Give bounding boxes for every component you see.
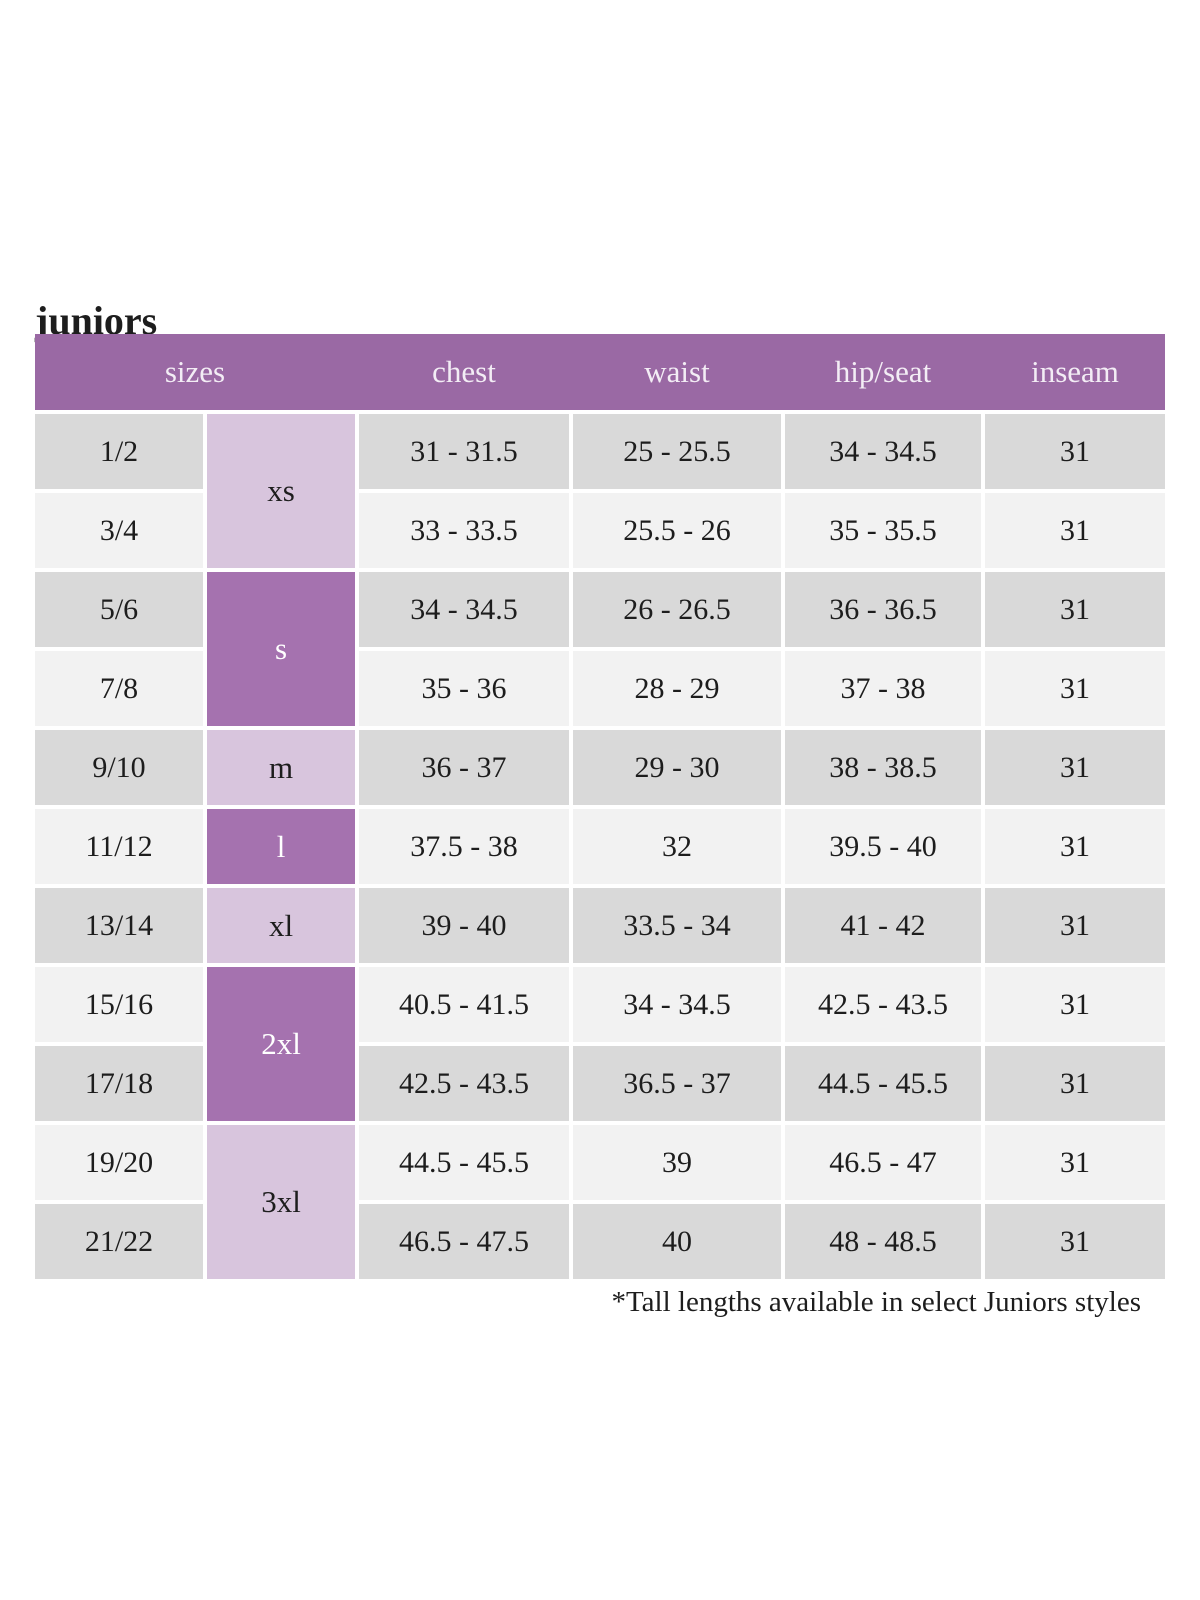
size-table-body: xs s m l xl 2xl 3xl 1/2 31 - 31.5 25 - 25.5 34 - 3…: [35, 414, 1165, 1279]
cell-waist: 33.5 - 34: [573, 888, 781, 963]
cell-size: 5/6: [35, 572, 203, 647]
cell-chest: 42.5 - 43.5: [359, 1046, 569, 1121]
header-chest: chest: [432, 354, 496, 389]
cell-waist: 25 - 25.5: [573, 414, 781, 489]
cell-size: 19/20: [35, 1125, 203, 1200]
cell-size: 3/4: [35, 493, 203, 568]
cell-inseam: 31: [985, 572, 1165, 647]
size-group-m: m: [207, 730, 355, 805]
size-group-s: s: [207, 572, 355, 726]
cell-waist: 34 - 34.5: [573, 967, 781, 1042]
header-waist: waist: [644, 354, 710, 389]
size-group-3xl: 3xl: [207, 1125, 355, 1279]
header-inseam: inseam: [1031, 354, 1119, 389]
cell-chest: 31 - 31.5: [359, 414, 569, 489]
cell-chest: 37.5 - 38: [359, 809, 569, 884]
footnote: *Tall lengths available in select Junior…: [611, 1286, 1141, 1318]
cell-hip-seat: 39.5 - 40: [785, 809, 981, 884]
cell-hip-seat: 34 - 34.5: [785, 414, 981, 489]
cell-chest: 39 - 40: [359, 888, 569, 963]
size-group-xl: xl: [207, 888, 355, 963]
cell-waist: 39: [573, 1125, 781, 1200]
cell-size: 13/14: [35, 888, 203, 963]
cell-chest: 33 - 33.5: [359, 493, 569, 568]
cell-hip-seat: 46.5 - 47: [785, 1125, 981, 1200]
cell-size: 7/8: [35, 651, 203, 726]
cell-hip-seat: 35 - 35.5: [785, 493, 981, 568]
cell-waist: 40: [573, 1204, 781, 1279]
cell-hip-seat: 48 - 48.5: [785, 1204, 981, 1279]
cell-chest: 36 - 37: [359, 730, 569, 805]
cell-size: 17/18: [35, 1046, 203, 1121]
cell-hip-seat: 37 - 38: [785, 651, 981, 726]
header-sizes: sizes: [164, 354, 226, 389]
cell-waist: 32: [573, 809, 781, 884]
cell-chest: 35 - 36: [359, 651, 569, 726]
cell-inseam: 31: [985, 1204, 1165, 1279]
cell-chest: 34 - 34.5: [359, 572, 569, 647]
cell-chest: 46.5 - 47.5: [359, 1204, 569, 1279]
cell-size: 11/12: [35, 809, 203, 884]
cell-chest: 44.5 - 45.5: [359, 1125, 569, 1200]
cell-hip-seat: 38 - 38.5: [785, 730, 981, 805]
size-group-l: l: [207, 809, 355, 884]
cell-inseam: 31: [985, 809, 1165, 884]
cell-inseam: 31: [985, 414, 1165, 489]
table-header: sizes chest waist hip/seat inseam: [35, 334, 1165, 410]
cell-inseam: 31: [985, 967, 1165, 1042]
cell-hip-seat: 42.5 - 43.5: [785, 967, 981, 1042]
cell-hip-seat: 41 - 42: [785, 888, 981, 963]
cell-chest: 40.5 - 41.5: [359, 967, 569, 1042]
cell-size: 15/16: [35, 967, 203, 1042]
cell-inseam: 31: [985, 493, 1165, 568]
page-title: juniors: [35, 297, 158, 343]
cell-size: 1/2: [35, 414, 203, 489]
cell-inseam: 31: [985, 730, 1165, 805]
header-hip-seat: hip/seat: [834, 354, 932, 389]
cell-hip-seat: 44.5 - 45.5: [785, 1046, 981, 1121]
cell-size: 21/22: [35, 1204, 203, 1279]
cell-waist: 26 - 26.5: [573, 572, 781, 647]
cell-waist: 29 - 30: [573, 730, 781, 805]
size-group-xs: xs: [207, 414, 355, 568]
cell-inseam: 31: [985, 651, 1165, 726]
cell-inseam: 31: [985, 1125, 1165, 1200]
size-group-2xl: 2xl: [207, 967, 355, 1121]
cell-waist: 25.5 - 26: [573, 493, 781, 568]
cell-waist: 28 - 29: [573, 651, 781, 726]
cell-size: 9/10: [35, 730, 203, 805]
cell-inseam: 31: [985, 888, 1165, 963]
cell-inseam: 31: [985, 1046, 1165, 1121]
cell-hip-seat: 36 - 36.5: [785, 572, 981, 647]
cell-waist: 36.5 - 37: [573, 1046, 781, 1121]
